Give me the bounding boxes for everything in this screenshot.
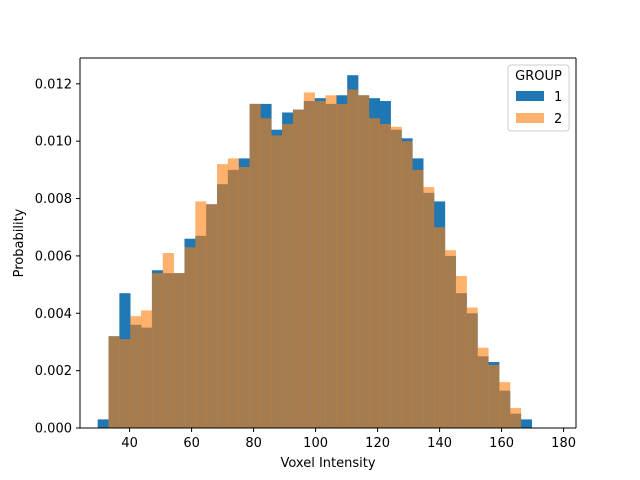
bar-series-2-bin-10 <box>217 164 229 428</box>
x-tick-label: 60 <box>183 436 200 451</box>
bar-series-2-bin-37 <box>509 407 522 428</box>
bar-series-2-bin-12 <box>238 166 250 428</box>
bar-series-2-bin-24 <box>368 118 381 429</box>
bar-series-2-bin-30 <box>434 227 446 428</box>
bar-series-2-bin-11 <box>227 158 240 428</box>
legend-label-1: 1 <box>554 90 562 105</box>
bar-series-2-bin-0 <box>108 336 120 428</box>
bar-series-2-bin-14 <box>260 118 272 429</box>
x-tick-label: 100 <box>303 436 328 451</box>
y-tick-label: 0.012 <box>35 77 72 92</box>
bar-series-2-bin-32 <box>455 275 467 428</box>
bar-series-1-bin-0 <box>97 419 109 428</box>
bar-series-2-bin-21 <box>336 103 348 428</box>
bar-series-2-bin-15 <box>271 135 283 428</box>
y-tick-label: 0.000 <box>35 422 72 437</box>
series-2-bars <box>108 89 522 429</box>
bar-series-2-bin-17 <box>292 109 305 429</box>
legend-title: GROUP <box>515 69 562 84</box>
bar-series-2-bin-13 <box>249 103 261 428</box>
legend-label-2: 2 <box>554 112 562 127</box>
bar-series-1-bin-39 <box>520 419 532 428</box>
bar-series-2-bin-3 <box>141 310 153 428</box>
bar-series-2-bin-28 <box>412 169 424 428</box>
y-tick-label: 0.010 <box>35 135 72 150</box>
x-tick-label: 80 <box>245 436 262 451</box>
x-tick-label: 120 <box>365 436 390 451</box>
bar-series-2-bin-20 <box>325 95 337 429</box>
bar-series-2-bin-4 <box>151 273 164 428</box>
bar-series-2-bin-16 <box>282 123 294 428</box>
bar-series-2-bin-33 <box>466 307 478 428</box>
x-axis-label: Voxel Intensity <box>280 456 375 471</box>
bar-series-2-bin-9 <box>206 204 218 428</box>
x-tick-label: 140 <box>427 436 452 451</box>
bar-series-2-bin-36 <box>499 382 511 428</box>
bar-series-2-bin-22 <box>347 89 359 428</box>
y-tick-label: 0.008 <box>35 192 72 207</box>
bar-series-2-bin-31 <box>444 250 457 428</box>
y-axis-ticks: 0.000 0.002 0.004 0.006 0.008 0.010 0.012 <box>35 77 80 437</box>
y-tick-label: 0.006 <box>35 249 72 264</box>
x-tick-label: 40 <box>121 436 138 451</box>
bar-series-2-bin-6 <box>173 273 185 428</box>
legend: GROUP 1 2 <box>507 64 570 132</box>
bar-series-2-bin-29 <box>423 187 435 428</box>
legend-swatch-2 <box>516 113 544 123</box>
bar-series-2-bin-2 <box>130 316 142 428</box>
bar-series-2-bin-7 <box>184 247 196 428</box>
bar-series-2-bin-23 <box>358 95 370 429</box>
y-axis-label: Probability <box>12 208 27 277</box>
bar-series-2-bin-35 <box>488 364 500 428</box>
y-tick-label: 0.004 <box>35 307 72 322</box>
x-tick-label: 160 <box>489 436 514 451</box>
x-axis-ticks: 40 60 80 100 120 140 160 180 <box>121 428 576 451</box>
bar-series-2-bin-18 <box>303 92 315 428</box>
y-tick-label: 0.002 <box>35 364 72 379</box>
x-tick-label: 180 <box>551 436 576 451</box>
bar-series-2-bin-34 <box>477 347 489 428</box>
plot-axes <box>79 57 577 429</box>
bar-series-2-bin-27 <box>401 141 413 429</box>
bar-series-2-bin-1 <box>119 339 131 428</box>
bar-series-2-bin-8 <box>195 201 207 428</box>
bar-series-2-bin-26 <box>390 126 402 428</box>
bar-series-2-bin-19 <box>314 101 326 428</box>
bar-series-2-bin-5 <box>162 253 174 428</box>
legend-swatch-1 <box>516 91 544 101</box>
bar-series-2-bin-25 <box>379 123 391 428</box>
